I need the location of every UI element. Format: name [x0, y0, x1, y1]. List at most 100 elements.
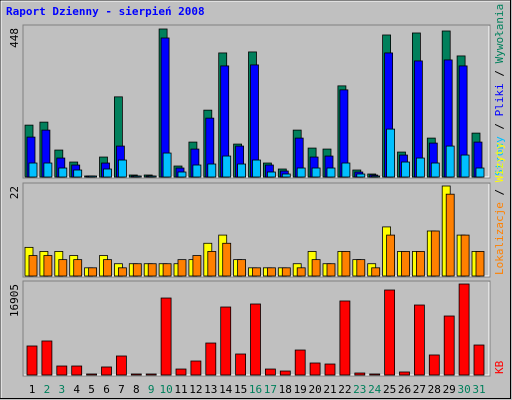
x-tick-label: 1 [29, 383, 36, 396]
bar [415, 251, 425, 277]
bar [341, 251, 351, 277]
bar [356, 259, 366, 277]
bar [132, 263, 142, 277]
bar [369, 373, 381, 376]
bar [371, 267, 381, 277]
y-tick-label: 448 [8, 28, 21, 48]
legend-entry: KB [493, 360, 506, 374]
x-tick-label: 25 [383, 383, 396, 396]
legend-entry: Lokalizacje [493, 202, 506, 275]
legend-entry: Wizyty [493, 142, 506, 182]
bar [460, 154, 470, 178]
x-tick-label: 6 [103, 383, 110, 396]
bar [73, 259, 83, 277]
bar [177, 171, 187, 178]
x-tick-label: 7 [118, 383, 125, 396]
x-tick-label: 10 [159, 383, 172, 396]
bar [401, 161, 410, 178]
bar [428, 354, 440, 376]
x-tick-label: 23 [353, 383, 366, 396]
x-tick-label: 20 [308, 383, 321, 396]
x-tick-label: 27 [413, 383, 426, 396]
bar [147, 175, 157, 178]
bar [147, 263, 157, 277]
legend: Strony / Pliki / Wywołania [493, 4, 506, 176]
bar [175, 368, 187, 376]
bar [88, 175, 97, 178]
x-tick-label: 11 [174, 383, 187, 396]
x-tick-label: 13 [204, 383, 217, 396]
bar [252, 267, 261, 277]
bar [475, 251, 485, 277]
x-tick-label: 24 [368, 383, 382, 396]
x-tick-label: 14 [219, 383, 233, 396]
bar [473, 344, 485, 376]
bar [220, 306, 232, 376]
bar [401, 251, 410, 277]
bar [415, 157, 425, 178]
bar [56, 365, 68, 376]
bar [250, 303, 261, 376]
x-tick-label: 8 [133, 383, 140, 396]
bar [162, 152, 172, 178]
bar [266, 267, 276, 277]
bar [132, 175, 142, 178]
legend-separator: / [493, 63, 506, 83]
x-tick-label: 5 [88, 383, 95, 396]
bar [252, 159, 261, 178]
bar [205, 342, 217, 376]
bar [309, 362, 321, 376]
bar [28, 255, 38, 277]
bar [339, 300, 351, 376]
bar [430, 230, 440, 277]
x-tick-label: 21 [323, 383, 336, 396]
legend-separator: / [493, 182, 506, 202]
bar [264, 368, 276, 376]
bar [177, 259, 187, 277]
x-tick-label: 3 [58, 383, 65, 396]
bar [237, 163, 247, 178]
bar [326, 263, 336, 277]
bar [118, 159, 127, 178]
bar [162, 263, 172, 277]
bar [296, 267, 306, 277]
x-tick-label: 9 [148, 383, 155, 396]
bar [118, 267, 127, 277]
bar [43, 255, 53, 277]
legend-entry: Strony [493, 136, 506, 176]
legend-entry: Wywołania [493, 4, 506, 64]
bar [130, 373, 142, 376]
bar [73, 169, 83, 178]
legend-separator: / [493, 116, 506, 136]
x-tick-label: 28 [428, 383, 441, 396]
bar [430, 162, 440, 178]
bar [384, 289, 396, 376]
bar [103, 168, 112, 178]
bar [443, 315, 455, 376]
x-tick-label: 22 [338, 383, 351, 396]
bar [86, 373, 97, 376]
bar [237, 259, 247, 277]
bar [326, 167, 336, 178]
bar [311, 259, 321, 277]
bar [192, 164, 202, 178]
x-tick-label: 29 [443, 383, 456, 396]
bar [386, 234, 396, 277]
bar [43, 162, 53, 178]
x-tick-label: 12 [189, 383, 202, 396]
bar [324, 363, 336, 376]
bar [88, 267, 97, 277]
bar [354, 372, 366, 376]
bar [475, 167, 485, 178]
bar [71, 365, 83, 376]
legend: KB [493, 360, 506, 374]
y-tick-label: 22 [8, 186, 21, 199]
bar [356, 173, 366, 178]
legend-entry: Pliki [493, 83, 506, 116]
bar [58, 259, 68, 277]
bar [41, 340, 53, 376]
bar [222, 242, 232, 277]
bar [296, 167, 306, 178]
